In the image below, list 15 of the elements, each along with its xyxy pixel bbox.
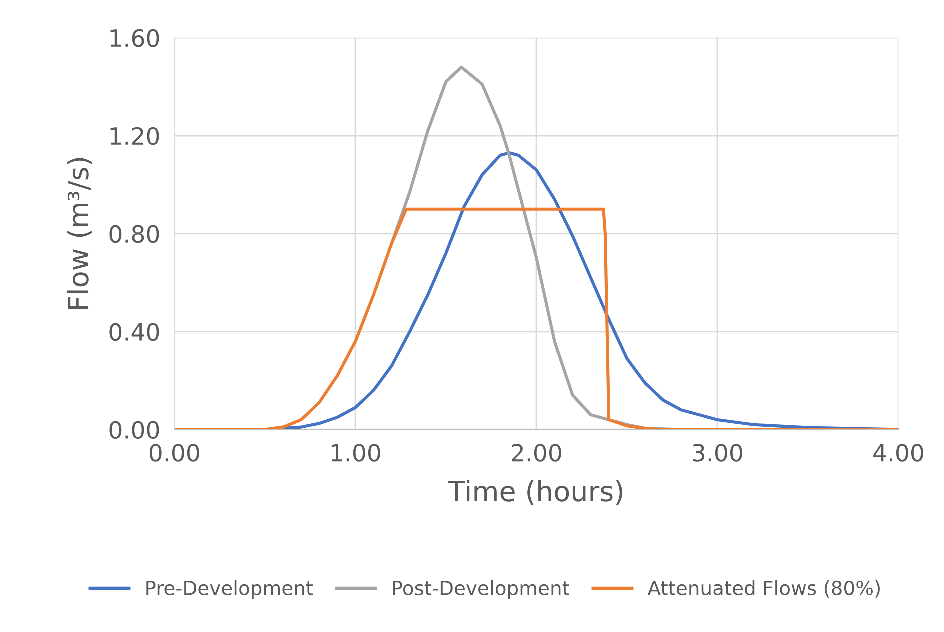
legend-label: Pre-Development bbox=[146, 580, 314, 600]
y-tick-label: 0.40 bbox=[110, 323, 160, 342]
x-tick-label: 4.00 bbox=[874, 444, 924, 462]
x-tick-label: 2.00 bbox=[512, 444, 562, 462]
x-tick-label: 1.00 bbox=[332, 444, 380, 462]
x-tick-label: 3.00 bbox=[693, 444, 742, 462]
x-axis-title: Time (hours) bbox=[448, 480, 623, 506]
y-tick-label: 1.20 bbox=[110, 127, 160, 146]
y-axis-title: Flow (m³/s) bbox=[67, 158, 92, 310]
y-tick-label: 1.60 bbox=[110, 29, 160, 48]
legend-label: Attenuated Flows (80%) bbox=[648, 580, 880, 598]
x-tick-label: 0.00 bbox=[150, 444, 200, 462]
legend-label: Post-Development bbox=[393, 580, 570, 600]
y-tick-label: 0.80 bbox=[110, 225, 160, 244]
y-tick-label: 0.00 bbox=[110, 421, 160, 440]
